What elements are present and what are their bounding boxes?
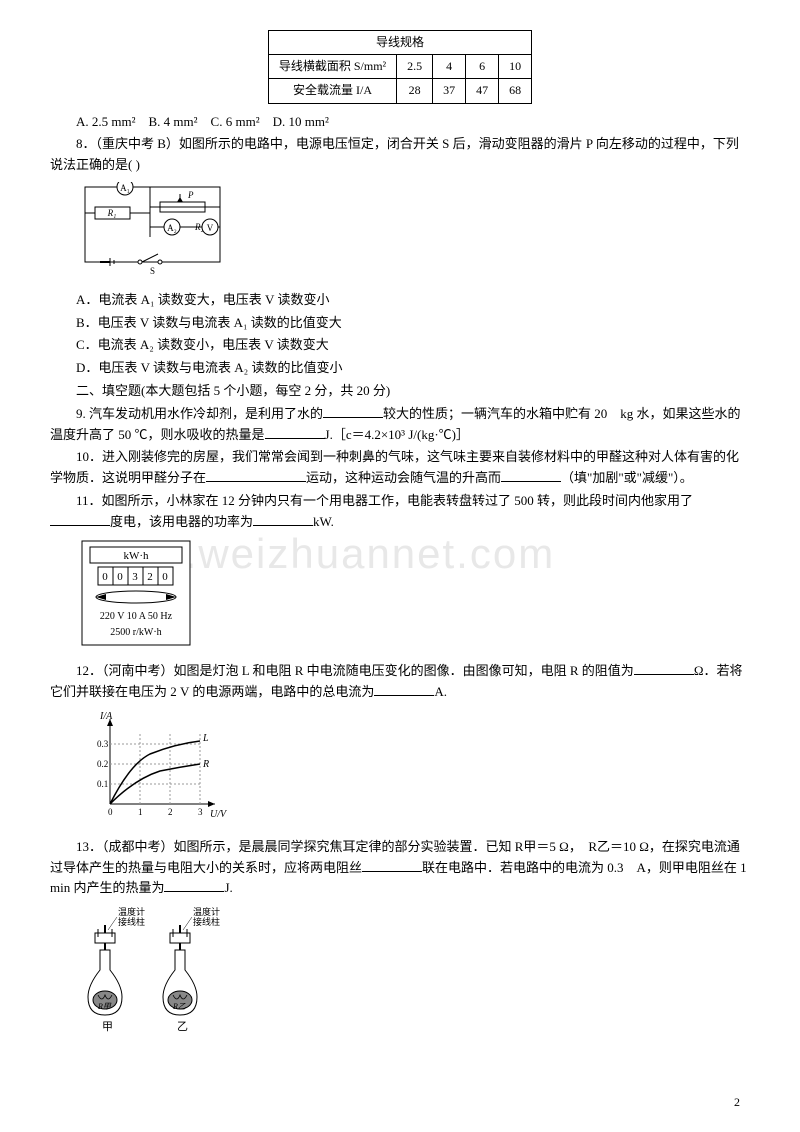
svg-text:乙: 乙 xyxy=(177,1020,188,1033)
blank xyxy=(253,512,313,526)
svg-text:S: S xyxy=(150,266,155,276)
svg-text:U/V: U/V xyxy=(210,809,228,820)
q10: 10．进入刚装修完的房屋，我们常常会闻到一种刺鼻的气味，这气味主要来自装修材料中… xyxy=(50,447,750,489)
blank xyxy=(362,858,422,872)
svg-text:温度计: 温度计 xyxy=(193,906,220,917)
svg-text:接线柱: 接线柱 xyxy=(118,916,145,927)
svg-text:0: 0 xyxy=(108,807,113,817)
table-cell: 47 xyxy=(466,79,499,103)
svg-text:R乙: R乙 xyxy=(172,1002,186,1011)
svg-text:A₂: A₂ xyxy=(167,223,177,233)
table-cell: 37 xyxy=(433,79,466,103)
q11-text-b: 度电，该用电器的功率为 xyxy=(110,514,253,529)
svg-text:I/A: I/A xyxy=(99,711,113,722)
svg-text:甲: 甲 xyxy=(102,1021,113,1033)
q8-stem: 8．（重庆中考 B）如图所示的电路中，电源电压恒定，闭合开关 S 后，滑动变阻器… xyxy=(50,134,750,176)
table-cell: 28 xyxy=(397,79,433,103)
svg-text:R: R xyxy=(202,759,209,770)
q8-option-c: C．电流表 A₂ 读数变小，电压表 V 读数变大 xyxy=(50,335,750,356)
q13: 13．（成都中考）如图所示，是晨晨同学探究焦耳定律的部分实验装置．已知 R甲＝5… xyxy=(50,837,750,899)
blank xyxy=(164,878,224,892)
blank xyxy=(634,661,694,675)
svg-text:0.3: 0.3 xyxy=(97,739,109,749)
q12-text-c: A. xyxy=(434,684,447,699)
q11: 11．如图所示，小林家在 12 分钟内只有一个用电器工作，电能表转盘转过了 50… xyxy=(50,491,750,533)
q10-text-b: 运动，这种运动会随气温的升高而 xyxy=(306,470,501,485)
q8-option-d: D．电压表 V 读数与电流表 A₂ 读数的比值变小 xyxy=(50,358,750,379)
q11-text-c: kW. xyxy=(313,514,334,529)
svg-text:0: 0 xyxy=(162,571,168,583)
page-content: 导线规格 导线横截面积 S/mm² 2.5 4 6 10 安全载流量 I/A 2… xyxy=(50,30,750,1042)
svg-text:P: P xyxy=(187,190,194,200)
q9: 9. 汽车发动机用水作冷却剂，是利用了水的较大的性质；一辆汽车的水箱中贮有 20… xyxy=(50,404,750,446)
table-cell: 2.5 xyxy=(397,55,433,79)
svg-text:kW·h: kW·h xyxy=(123,550,149,562)
svg-text:0: 0 xyxy=(102,571,108,583)
svg-text:L: L xyxy=(202,733,209,744)
q7-options: A. 2.5 mm² B. 4 mm² C. 6 mm² D. 10 mm² xyxy=(50,112,750,133)
wire-spec-table: 导线规格 导线横截面积 S/mm² 2.5 4 6 10 安全载流量 I/A 2… xyxy=(268,30,532,104)
q9-text-a: 9. 汽车发动机用水作冷却剂，是利用了水的 xyxy=(76,406,323,421)
svg-text:0.1: 0.1 xyxy=(97,779,108,789)
svg-text:3: 3 xyxy=(132,571,138,583)
table-cell: 4 xyxy=(433,55,466,79)
svg-text:V: V xyxy=(207,223,214,233)
svg-text:0: 0 xyxy=(117,571,123,583)
svg-text:温度计: 温度计 xyxy=(118,906,145,917)
table-row-label: 安全载流量 I/A xyxy=(268,79,396,103)
svg-text:2: 2 xyxy=(147,571,153,583)
blank xyxy=(501,468,561,482)
svg-text:0.2: 0.2 xyxy=(97,759,108,769)
blank xyxy=(265,425,325,439)
svg-text:R甲: R甲 xyxy=(97,1002,112,1011)
q11-text-a: 11．如图所示，小林家在 12 分钟内只有一个用电器工作，电能表转盘转过了 50… xyxy=(76,493,693,508)
section-2-title: 二、填空题(本大题包括 5 个小题，每空 2 分，共 20 分) xyxy=(50,381,750,402)
blank xyxy=(374,682,434,696)
flask-diagram: 温度计 接线柱 R甲 甲 温度计 接线柱 xyxy=(80,905,750,1042)
table-cell: 10 xyxy=(499,55,532,79)
table-title: 导线规格 xyxy=(268,31,531,55)
svg-text:3: 3 xyxy=(198,807,203,817)
blank xyxy=(206,468,306,482)
svg-text:1: 1 xyxy=(138,807,143,817)
page-number: 2 xyxy=(734,1093,740,1112)
svg-text:A₁: A₁ xyxy=(120,183,130,193)
q12: 12．（河南中考）如图是灯泡 L 和电阻 R 中电流随电压变化的图像．由图像可知… xyxy=(50,661,750,703)
table-cell: 6 xyxy=(466,55,499,79)
q8-option-a: A．电流表 A₁ 读数变大，电压表 V 读数变小 xyxy=(50,290,750,311)
svg-text:2500 r/kW·h: 2500 r/kW·h xyxy=(110,627,161,638)
table-row-label: 导线横截面积 S/mm² xyxy=(268,55,396,79)
circuit-diagram: A₁ R₁ P A₂ R₂ V xyxy=(80,182,750,284)
table-cell: 68 xyxy=(499,79,532,103)
svg-text:R₁: R₁ xyxy=(107,208,117,218)
q9-text-c: J.［c＝4.2×10³ J/(kg·℃)］ xyxy=(325,427,469,442)
blank xyxy=(50,512,110,526)
q10-text-c: （填"加剧"或"减缓"）。 xyxy=(561,470,693,485)
q13-text-c: J. xyxy=(224,880,232,895)
svg-text:接线柱: 接线柱 xyxy=(193,916,220,927)
iv-graph: I/A U/V 0.1 0.2 0.3 0 1 2 3 L R xyxy=(80,709,750,831)
svg-text:220 V 10 A 50 Hz: 220 V 10 A 50 Hz xyxy=(100,611,173,622)
q12-text-a: 12．（河南中考）如图是灯泡 L 和电阻 R 中电流随电压变化的图像．由图像可知… xyxy=(76,663,634,678)
q8-option-b: B．电压表 V 读数与电流表 A₁ 读数的比值变大 xyxy=(50,313,750,334)
svg-text:2: 2 xyxy=(168,807,173,817)
energy-meter-diagram: kW·h 0 0 3 2 0 220 V 10 A 50 Hz 2500 r/k… xyxy=(80,539,750,656)
blank xyxy=(323,404,383,418)
